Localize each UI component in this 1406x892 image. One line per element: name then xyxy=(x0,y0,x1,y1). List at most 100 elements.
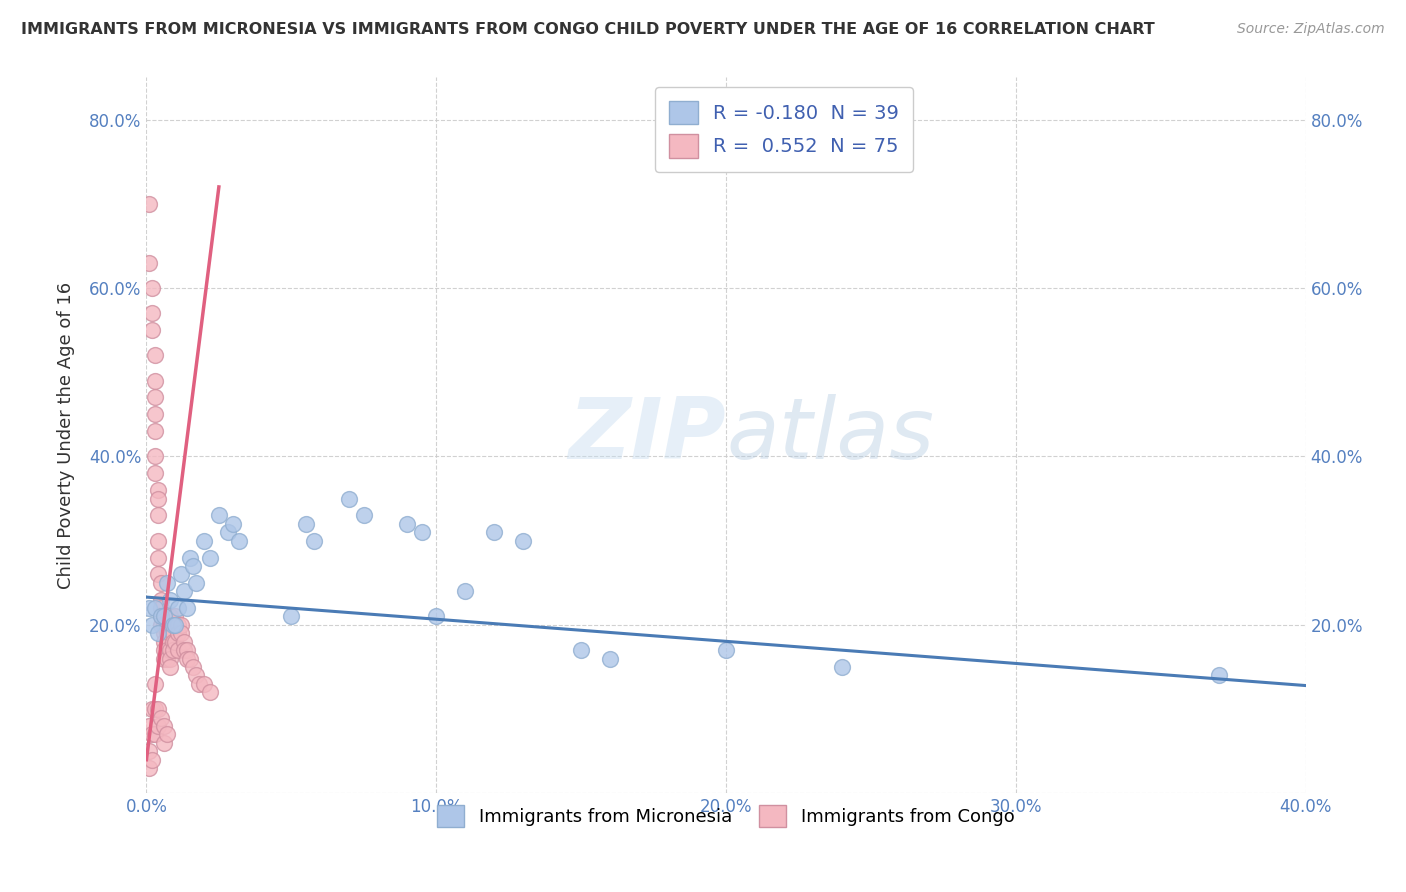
Point xyxy=(167,643,190,657)
Point xyxy=(187,677,209,691)
Point xyxy=(165,618,187,632)
Point xyxy=(141,753,163,767)
Point xyxy=(141,281,163,295)
Point xyxy=(159,651,181,665)
Point xyxy=(149,575,172,590)
Point xyxy=(176,601,198,615)
Point xyxy=(149,710,172,724)
Point xyxy=(165,609,187,624)
Point xyxy=(153,651,176,665)
Point xyxy=(153,736,176,750)
Point xyxy=(173,634,195,648)
Point xyxy=(156,618,179,632)
Text: Source: ZipAtlas.com: Source: ZipAtlas.com xyxy=(1237,22,1385,37)
Point xyxy=(162,618,184,632)
Point xyxy=(170,626,193,640)
Point xyxy=(353,508,375,523)
Point xyxy=(159,643,181,657)
Point xyxy=(222,516,245,531)
Point xyxy=(143,348,166,362)
Point xyxy=(228,533,250,548)
Point xyxy=(512,533,534,548)
Point xyxy=(146,702,169,716)
Point xyxy=(176,651,198,665)
Point xyxy=(143,677,166,691)
Point xyxy=(170,567,193,582)
Point xyxy=(141,306,163,320)
Point xyxy=(173,584,195,599)
Text: IMMIGRANTS FROM MICRONESIA VS IMMIGRANTS FROM CONGO CHILD POVERTY UNDER THE AGE : IMMIGRANTS FROM MICRONESIA VS IMMIGRANTS… xyxy=(21,22,1154,37)
Point xyxy=(167,626,190,640)
Point xyxy=(143,374,166,388)
Point xyxy=(141,323,163,337)
Point xyxy=(143,391,166,405)
Point xyxy=(1208,668,1230,682)
Point xyxy=(167,618,190,632)
Point xyxy=(153,618,176,632)
Point xyxy=(149,609,172,624)
Point xyxy=(156,651,179,665)
Point xyxy=(714,643,737,657)
Point xyxy=(159,609,181,624)
Point xyxy=(146,508,169,523)
Point xyxy=(159,626,181,640)
Point xyxy=(156,634,179,648)
Point xyxy=(337,491,360,506)
Point xyxy=(138,744,160,758)
Point xyxy=(156,575,179,590)
Point xyxy=(165,634,187,648)
Point xyxy=(181,660,204,674)
Point xyxy=(179,651,201,665)
Point xyxy=(198,550,221,565)
Point xyxy=(141,618,163,632)
Legend: Immigrants from Micronesia, Immigrants from Congo: Immigrants from Micronesia, Immigrants f… xyxy=(430,798,1022,834)
Point xyxy=(193,533,215,548)
Point xyxy=(156,643,179,657)
Point xyxy=(173,643,195,657)
Point xyxy=(482,525,505,540)
Point xyxy=(304,533,326,548)
Point xyxy=(294,516,316,531)
Point xyxy=(454,584,477,599)
Point xyxy=(156,626,179,640)
Point xyxy=(138,196,160,211)
Point xyxy=(143,601,166,615)
Point xyxy=(153,626,176,640)
Point xyxy=(162,643,184,657)
Point xyxy=(165,618,187,632)
Point xyxy=(167,601,190,615)
Point xyxy=(156,727,179,741)
Point xyxy=(569,643,592,657)
Point xyxy=(141,702,163,716)
Point xyxy=(181,558,204,573)
Text: atlas: atlas xyxy=(725,394,934,477)
Point xyxy=(143,424,166,438)
Point xyxy=(138,761,160,775)
Point xyxy=(149,618,172,632)
Text: ZIP: ZIP xyxy=(568,394,725,477)
Point xyxy=(193,677,215,691)
Point xyxy=(141,727,163,741)
Point xyxy=(149,609,172,624)
Point xyxy=(162,634,184,648)
Point xyxy=(396,516,419,531)
Point xyxy=(184,575,207,590)
Point xyxy=(146,550,169,565)
Point xyxy=(146,533,169,548)
Point xyxy=(143,702,166,716)
Point xyxy=(146,626,169,640)
Point xyxy=(138,256,160,270)
Point xyxy=(138,601,160,615)
Point xyxy=(143,450,166,464)
Point xyxy=(425,609,447,624)
Point xyxy=(176,643,198,657)
Point xyxy=(149,601,172,615)
Point xyxy=(599,651,621,665)
Point xyxy=(138,719,160,733)
Point xyxy=(153,719,176,733)
Point xyxy=(153,609,176,624)
Point xyxy=(143,408,166,422)
Point xyxy=(184,668,207,682)
Point xyxy=(149,592,172,607)
Point xyxy=(179,550,201,565)
